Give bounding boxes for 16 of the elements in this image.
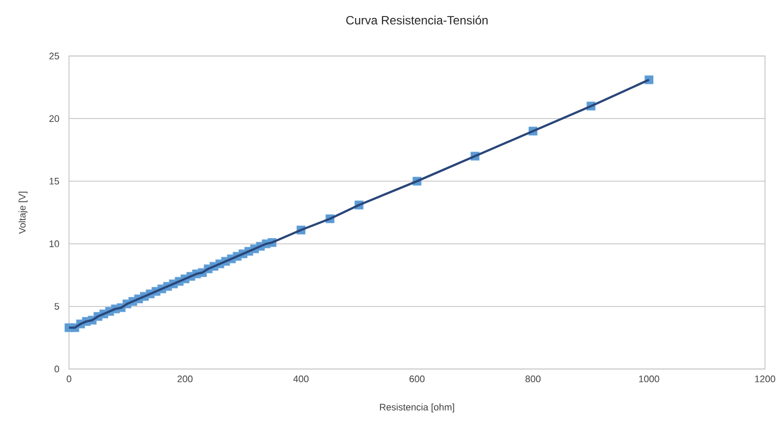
x-axis-title: Resistencia [ohm] [380, 404, 454, 412]
y-tick-label: 5 [54, 303, 60, 310]
x-tick-label: 800 [525, 376, 541, 382]
y-tick-label: 0 [54, 366, 60, 372]
x-tick-label: 1200 [755, 376, 776, 382]
x-tick-label: 600 [410, 376, 425, 382]
y-axis-title: Voltaje [V] [18, 192, 28, 234]
x-tick-label: 0 [66, 376, 72, 382]
x-tick-label: 200 [178, 376, 193, 382]
y-tick-label: 25 [49, 52, 60, 60]
y-tick-label: 15 [50, 178, 60, 185]
x-tick-label: 400 [293, 376, 309, 382]
y-tick-label: 20 [49, 115, 60, 122]
chart-title: Curva Resistencia-Tensión [346, 16, 488, 25]
x-tick-label: 1000 [639, 376, 660, 382]
y-tick-label: 10 [50, 240, 60, 248]
